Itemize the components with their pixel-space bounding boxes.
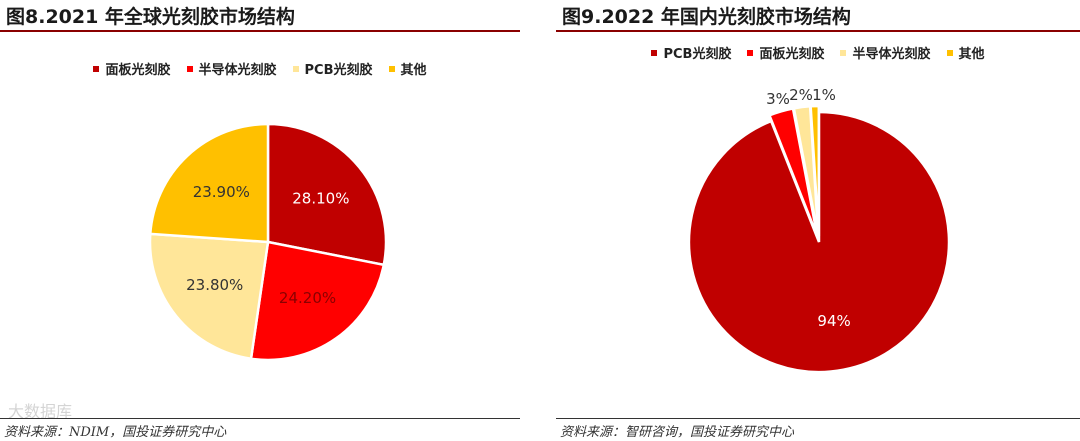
legend-item: 其他 xyxy=(388,59,427,78)
legend-label: 其他 xyxy=(958,47,985,62)
left-source-note: 资料来源：NDIM，国投证券研究中心 xyxy=(4,425,227,440)
right-source-rule xyxy=(556,418,1080,419)
slice-data-label: 94% xyxy=(817,312,850,330)
legend-swatch xyxy=(186,65,193,72)
slice-data-label: 2% xyxy=(789,86,813,104)
watermark-text: 大数据库 xyxy=(8,402,73,421)
legend-swatch xyxy=(93,65,100,72)
legend-swatch xyxy=(946,49,953,56)
legend-label: 半导体光刻胶 xyxy=(198,63,277,78)
legend-item: 半导体光刻胶 xyxy=(186,59,277,78)
legend-swatch xyxy=(840,49,847,56)
legend-item: 其他 xyxy=(946,43,985,62)
slice-data-label: 28.10% xyxy=(292,190,349,208)
legend-item: 面板光刻胶 xyxy=(93,59,171,78)
right-chart-title: 图9.2022 年国内光刻胶市场结构 xyxy=(562,6,851,28)
right-legend: PCB光刻胶 面板光刻胶 半导体光刻胶 其他 xyxy=(556,43,1080,62)
legend-label: 面板光刻胶 xyxy=(105,63,171,78)
left-source-rule xyxy=(0,418,520,419)
pie-slice xyxy=(266,122,388,267)
right-chart-panel: 图9.2022 年国内光刻胶市场结构 PCB光刻胶 面板光刻胶 半导体光刻胶 其他 9… xyxy=(556,0,1080,441)
legend-item: 面板光刻胶 xyxy=(747,43,824,62)
slice-data-label: 1% xyxy=(812,86,836,104)
legend-label: PCB光刻胶 xyxy=(304,63,373,78)
left-chart-title: 图8.2021 年全球光刻胶市场结构 xyxy=(6,6,295,28)
right-pie-chart: 94% 3% 2% 1% xyxy=(687,86,951,374)
left-title-rule xyxy=(0,30,520,32)
left-legend: 面板光刻胶 半导体光刻胶 PCB光刻胶 其他 xyxy=(0,59,520,78)
pie-slice xyxy=(148,122,270,244)
slice-data-label: 3% xyxy=(766,90,790,108)
legend-item: 半导体光刻胶 xyxy=(840,43,931,62)
pie-slice xyxy=(687,110,951,374)
slice-data-label: 23.80% xyxy=(186,276,243,294)
legend-swatch xyxy=(388,65,395,72)
pie-slice xyxy=(249,240,386,362)
legend-swatch xyxy=(651,49,658,56)
left-pie-chart: 28.10% 24.20% 23.80% 23.90% xyxy=(148,122,388,362)
legend-label: 面板光刻胶 xyxy=(759,47,825,62)
pie-slice xyxy=(148,232,270,361)
slice-data-label: 24.20% xyxy=(279,289,336,307)
pie-slice xyxy=(809,104,821,237)
legend-swatch xyxy=(292,65,299,72)
legend-item: PCB光刻胶 xyxy=(292,59,373,78)
legend-item: PCB光刻胶 xyxy=(651,43,731,62)
slice-data-label: 23.90% xyxy=(193,183,250,201)
legend-swatch xyxy=(747,49,754,56)
left-chart-panel: 图8.2021 年全球光刻胶市场结构 面板光刻胶 半导体光刻胶 PCB光刻胶 其他 2… xyxy=(0,0,520,441)
legend-label: 其他 xyxy=(400,63,427,78)
right-source-note: 资料来源：智研咨询，国投证券研究中心 xyxy=(560,425,795,440)
right-title-rule xyxy=(556,30,1080,32)
legend-label: 半导体光刻胶 xyxy=(852,47,931,62)
legend-label: PCB光刻胶 xyxy=(663,47,732,62)
